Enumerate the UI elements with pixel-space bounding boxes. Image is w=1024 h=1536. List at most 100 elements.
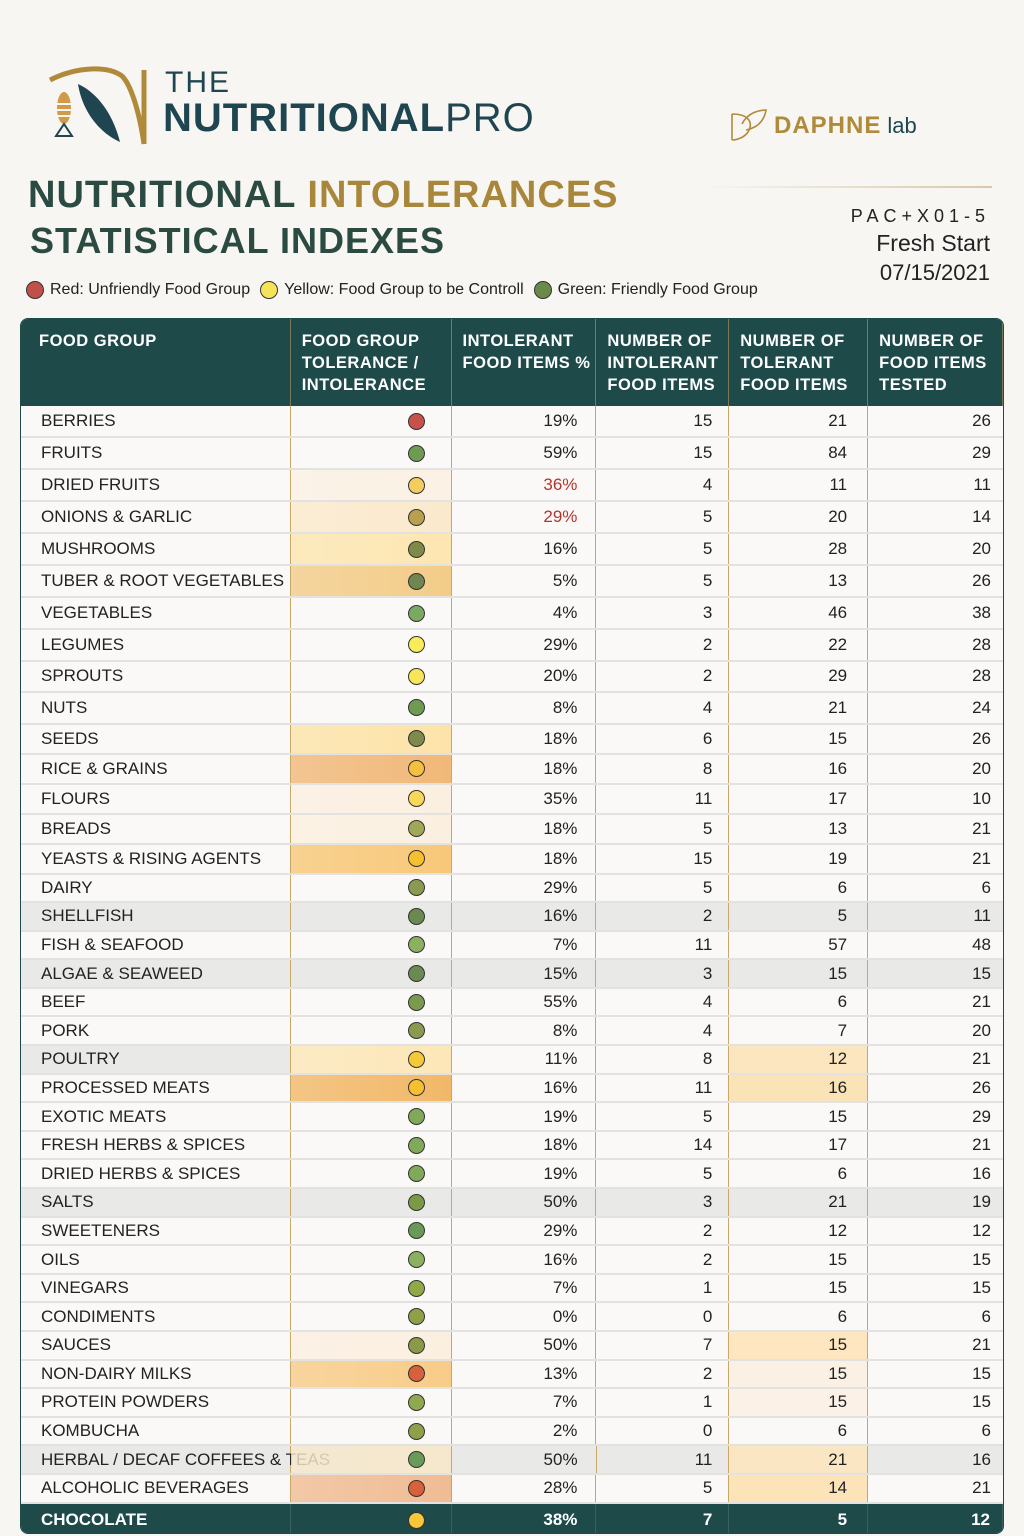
tested-count: 26 [972,728,991,748]
tolerant-count: 6 [729,988,869,1016]
divider [700,186,992,188]
food-group-name: SEEDS [21,724,291,753]
tolerant-count: 19 [729,844,869,873]
tested-count: 11 [973,906,991,926]
status-dot-icon [407,636,425,654]
food-group-name: ALGAE & SEAWEED [21,960,291,987]
tested-count: 21 [972,992,991,1012]
intolerant-pct: 18% [452,844,597,873]
tolerant-count: 6 [729,1160,869,1188]
food-group-name: CHOCOLATE [21,1503,291,1533]
legend-label: Red: Unfriendly Food Group [50,281,251,298]
table-row: FRUITS 59% 15 84 29 [21,438,1003,470]
food-group-name: POULTRY [21,1046,291,1073]
intolerant-pct: 11% [452,1046,597,1073]
intolerant-count: 2 [596,903,730,930]
intolerant-count: 5 [596,566,730,596]
status-dot-icon [407,1079,425,1097]
table-row: YEASTS & RISING AGENTS 18% 15 19 21 [21,844,1003,875]
tolerant-count: 6 [729,1417,869,1445]
intolerant-pct: 8% [452,1017,597,1045]
intolerant-count: 4 [596,1017,730,1045]
tested-count: 38 [972,603,991,622]
table-row: BREADS 18% 5 13 21 [21,814,1003,845]
status-dot-icon [407,850,425,867]
intolerant-pct: 16% [452,903,597,930]
table-row: SWEETENERS 29% 2 12 12 [21,1217,1003,1247]
table-row: ONIONS & GARLIC 29% 5 20 14 [21,502,1003,534]
food-group-name: CONDIMENTS [21,1303,291,1330]
tested-count: 16 [972,1163,991,1183]
status-dot-icon [407,476,425,494]
tested-count: 6 [981,1306,991,1326]
table-row: FLOURS 35% 11 17 10 [21,784,1003,815]
tolerance-status [290,566,452,596]
table-row: SALTS 50% 3 21 19 [21,1189,1003,1218]
tolerance-status [291,1503,452,1533]
tolerance-status [291,874,452,902]
tolerant-count: 46 [729,598,869,628]
legend-label: Green: Friendly Food Group [557,281,758,298]
tested-count: 20 [972,758,991,778]
tolerant-count: 20 [729,502,869,532]
intolerant-pct: 29% [452,1217,597,1245]
food-group-name: YEASTS & RISING AGENTS [21,844,291,873]
status-dot-icon [407,572,425,590]
tolerant-count: 5 [729,903,869,930]
intolerant-pct: 5% [452,566,597,596]
tolerance-status [291,661,452,691]
tolerant-count: 21 [729,1189,869,1216]
tolerant-count: 16 [729,754,869,783]
status-dot-icon [407,1136,425,1154]
legend-dot-icon [260,281,279,299]
intolerant-count: 11 [597,1446,730,1473]
food-group-name: FRUITS [21,438,291,468]
tolerant-count: 28 [729,534,869,564]
tolerance-status [290,1360,452,1388]
intolerant-count: 3 [596,598,730,628]
intolerant-count: 5 [596,534,730,564]
intolerance-table: FOOD GROUP FOOD GROUP TOLERANCE / INTOLE… [20,318,1004,1534]
status-dot-icon [407,540,425,558]
tested-count: 28 [972,634,991,654]
intolerant-count: 11 [596,1074,730,1102]
tested-count: 26 [972,411,991,430]
legend-item: Red: Unfriendly Food Group [26,281,250,299]
tested-count: 21 [972,1049,991,1069]
status-dot-icon [407,879,425,897]
tolerant-count: 11 [729,470,869,500]
intolerant-pct: 50% [452,1332,597,1359]
tolerant-count: 21 [729,693,869,723]
tolerance-status [291,1217,452,1245]
status-dot-icon [407,444,425,462]
tested-count: 12 [972,1220,991,1240]
food-group-name: NUTS [21,693,291,723]
patient-code: PAC+X01-5 [850,206,990,226]
tolerance-status [291,960,452,987]
table-row: CONDIMENTS 0% 0 6 6 [21,1303,1003,1332]
food-group-name: SALTS [21,1189,291,1216]
tolerance-status [291,1103,452,1130]
table-row: NON-DAIRY MILKS 13% 2 15 15 [21,1360,1003,1390]
table-row: VEGETABLES 4% 3 46 38 [21,598,1003,630]
tolerance-status [291,1246,452,1273]
tested-count: 28 [972,666,991,686]
tolerance-status [290,814,452,843]
tolerant-count: 17 [729,784,869,813]
brand-name-main: NUTRITIONAL [163,96,446,140]
intolerant-pct: 35% [452,784,597,813]
intolerant-pct: 18% [452,814,597,843]
status-dot-icon [407,667,425,685]
table-row: OILS 16% 2 15 15 [21,1246,1003,1275]
tested-count: 24 [972,697,991,717]
intolerant-pct: 7% [452,1389,597,1416]
table-row: HERBAL / DECAF COFFEES & TEAS 50% 11 21 16 [21,1446,1003,1475]
intolerant-count: 15 [596,406,730,436]
tolerant-count: 15 [729,724,869,753]
legend-dot-icon [26,281,44,299]
table-row: ALGAE & SEAWEED 15% 3 15 15 [21,960,1003,989]
intolerant-pct: 19% [452,406,597,436]
column-header: INTOLERANT FOOD ITEMS % [452,319,597,406]
brand-name: NUTRITIONALPRO [163,96,535,141]
tolerance-status [291,1160,452,1188]
